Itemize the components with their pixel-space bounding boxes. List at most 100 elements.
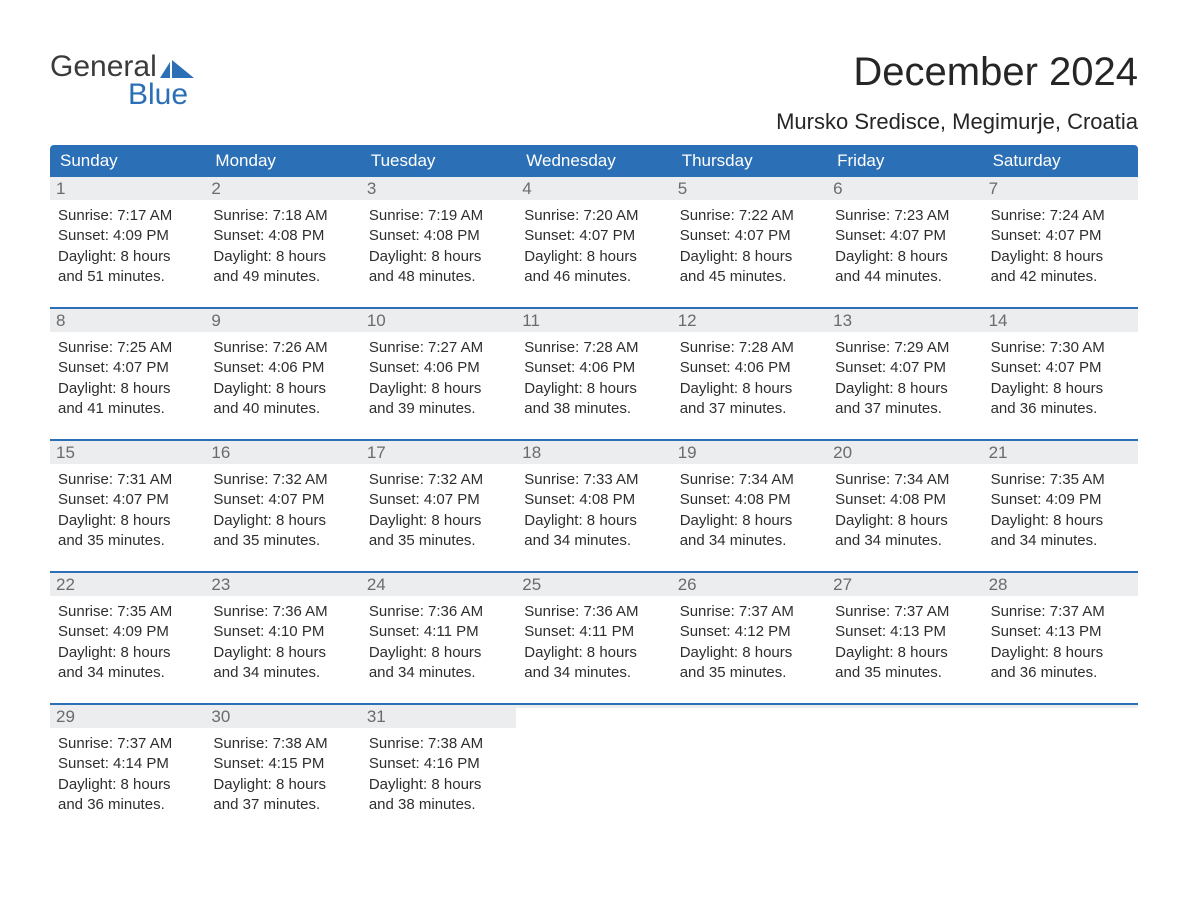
day-sunrise: Sunrise: 7:30 AM — [991, 338, 1130, 358]
day-number: 24 — [361, 573, 516, 596]
day-sunrise: Sunrise: 7:36 AM — [369, 602, 508, 622]
day-body: Sunrise: 7:36 AMSunset: 4:10 PMDaylight:… — [205, 596, 360, 689]
day-sunrise: Sunrise: 7:36 AM — [213, 602, 352, 622]
day-day1: Daylight: 8 hours — [524, 511, 663, 531]
day-cell — [983, 705, 1138, 821]
day-day2: and 38 minutes. — [524, 399, 663, 419]
day-number: 12 — [672, 309, 827, 332]
day-cell: 13Sunrise: 7:29 AMSunset: 4:07 PMDayligh… — [827, 309, 982, 425]
day-day2: and 46 minutes. — [524, 267, 663, 287]
day-number-bar: 30 — [205, 705, 360, 728]
day-day2: and 35 minutes. — [58, 531, 197, 551]
day-cell: 26Sunrise: 7:37 AMSunset: 4:12 PMDayligh… — [672, 573, 827, 689]
day-day1: Daylight: 8 hours — [835, 247, 974, 267]
day-number: 14 — [983, 309, 1138, 332]
day-sunset: Sunset: 4:07 PM — [58, 358, 197, 378]
day-day1: Daylight: 8 hours — [369, 775, 508, 795]
day-body: Sunrise: 7:20 AMSunset: 4:07 PMDaylight:… — [516, 200, 671, 293]
day-body: Sunrise: 7:30 AMSunset: 4:07 PMDaylight:… — [983, 332, 1138, 425]
day-day1: Daylight: 8 hours — [835, 379, 974, 399]
day-body: Sunrise: 7:25 AMSunset: 4:07 PMDaylight:… — [50, 332, 205, 425]
day-body: Sunrise: 7:23 AMSunset: 4:07 PMDaylight:… — [827, 200, 982, 293]
day-body: Sunrise: 7:38 AMSunset: 4:16 PMDaylight:… — [361, 728, 516, 821]
day-day2: and 37 minutes. — [680, 399, 819, 419]
day-body: Sunrise: 7:32 AMSunset: 4:07 PMDaylight:… — [361, 464, 516, 557]
week-row: 1Sunrise: 7:17 AMSunset: 4:09 PMDaylight… — [50, 177, 1138, 293]
day-sunset: Sunset: 4:07 PM — [835, 358, 974, 378]
day-sunset: Sunset: 4:10 PM — [213, 622, 352, 642]
day-body: Sunrise: 7:35 AMSunset: 4:09 PMDaylight:… — [50, 596, 205, 689]
day-number: 11 — [516, 309, 671, 332]
day-day1: Daylight: 8 hours — [369, 379, 508, 399]
day-body: Sunrise: 7:34 AMSunset: 4:08 PMDaylight:… — [672, 464, 827, 557]
day-sunset: Sunset: 4:08 PM — [524, 490, 663, 510]
day-day2: and 34 minutes. — [835, 531, 974, 551]
day-cell: 2Sunrise: 7:18 AMSunset: 4:08 PMDaylight… — [205, 177, 360, 293]
day-day1: Daylight: 8 hours — [524, 379, 663, 399]
day-sunset: Sunset: 4:09 PM — [58, 226, 197, 246]
day-sunset: Sunset: 4:07 PM — [524, 226, 663, 246]
day-sunrise: Sunrise: 7:28 AM — [524, 338, 663, 358]
day-day1: Daylight: 8 hours — [213, 247, 352, 267]
dow-saturday: Saturday — [983, 145, 1138, 177]
day-body: Sunrise: 7:34 AMSunset: 4:08 PMDaylight:… — [827, 464, 982, 557]
day-number-bar: 28 — [983, 573, 1138, 596]
day-sunrise: Sunrise: 7:34 AM — [680, 470, 819, 490]
day-number-bar: 26 — [672, 573, 827, 596]
day-day1: Daylight: 8 hours — [524, 247, 663, 267]
day-number-bar: 20 — [827, 441, 982, 464]
day-number-bar: 4 — [516, 177, 671, 200]
day-sunrise: Sunrise: 7:32 AM — [369, 470, 508, 490]
day-day2: and 37 minutes. — [835, 399, 974, 419]
day-sunset: Sunset: 4:07 PM — [991, 226, 1130, 246]
title-block: December 2024 Mursko Sredisce, Megimurje… — [776, 50, 1138, 135]
day-day2: and 36 minutes. — [991, 663, 1130, 683]
day-body: Sunrise: 7:24 AMSunset: 4:07 PMDaylight:… — [983, 200, 1138, 293]
day-cell: 1Sunrise: 7:17 AMSunset: 4:09 PMDaylight… — [50, 177, 205, 293]
day-sunset: Sunset: 4:13 PM — [991, 622, 1130, 642]
day-sunset: Sunset: 4:09 PM — [991, 490, 1130, 510]
day-day2: and 34 minutes. — [991, 531, 1130, 551]
day-day1: Daylight: 8 hours — [213, 775, 352, 795]
day-sunset: Sunset: 4:08 PM — [680, 490, 819, 510]
day-number: 1 — [50, 177, 205, 200]
day-body: Sunrise: 7:26 AMSunset: 4:06 PMDaylight:… — [205, 332, 360, 425]
day-day2: and 36 minutes. — [58, 795, 197, 815]
day-sunrise: Sunrise: 7:28 AM — [680, 338, 819, 358]
day-number: 2 — [205, 177, 360, 200]
dow-thursday: Thursday — [672, 145, 827, 177]
day-sunrise: Sunrise: 7:37 AM — [58, 734, 197, 754]
day-sunrise: Sunrise: 7:37 AM — [835, 602, 974, 622]
day-number-bar — [827, 705, 982, 708]
day-day2: and 34 minutes. — [524, 663, 663, 683]
day-day2: and 34 minutes. — [680, 531, 819, 551]
day-body: Sunrise: 7:37 AMSunset: 4:12 PMDaylight:… — [672, 596, 827, 689]
day-cell: 6Sunrise: 7:23 AMSunset: 4:07 PMDaylight… — [827, 177, 982, 293]
day-number: 22 — [50, 573, 205, 596]
day-sunrise: Sunrise: 7:27 AM — [369, 338, 508, 358]
day-sunset: Sunset: 4:06 PM — [680, 358, 819, 378]
day-cell: 11Sunrise: 7:28 AMSunset: 4:06 PMDayligh… — [516, 309, 671, 425]
day-day1: Daylight: 8 hours — [991, 379, 1130, 399]
day-sunset: Sunset: 4:06 PM — [369, 358, 508, 378]
day-sunrise: Sunrise: 7:19 AM — [369, 206, 508, 226]
day-day2: and 34 minutes. — [213, 663, 352, 683]
day-cell: 12Sunrise: 7:28 AMSunset: 4:06 PMDayligh… — [672, 309, 827, 425]
day-number-bar: 14 — [983, 309, 1138, 332]
day-body: Sunrise: 7:29 AMSunset: 4:07 PMDaylight:… — [827, 332, 982, 425]
day-day1: Daylight: 8 hours — [991, 511, 1130, 531]
day-day1: Daylight: 8 hours — [58, 511, 197, 531]
day-sunset: Sunset: 4:07 PM — [213, 490, 352, 510]
day-sunrise: Sunrise: 7:25 AM — [58, 338, 197, 358]
day-day1: Daylight: 8 hours — [835, 643, 974, 663]
week-row: 8Sunrise: 7:25 AMSunset: 4:07 PMDaylight… — [50, 307, 1138, 425]
day-number: 8 — [50, 309, 205, 332]
day-day1: Daylight: 8 hours — [369, 643, 508, 663]
day-day2: and 35 minutes. — [213, 531, 352, 551]
day-day1: Daylight: 8 hours — [680, 511, 819, 531]
day-sunset: Sunset: 4:11 PM — [369, 622, 508, 642]
day-number-bar: 25 — [516, 573, 671, 596]
day-cell: 19Sunrise: 7:34 AMSunset: 4:08 PMDayligh… — [672, 441, 827, 557]
day-day1: Daylight: 8 hours — [991, 247, 1130, 267]
day-day2: and 35 minutes. — [369, 531, 508, 551]
